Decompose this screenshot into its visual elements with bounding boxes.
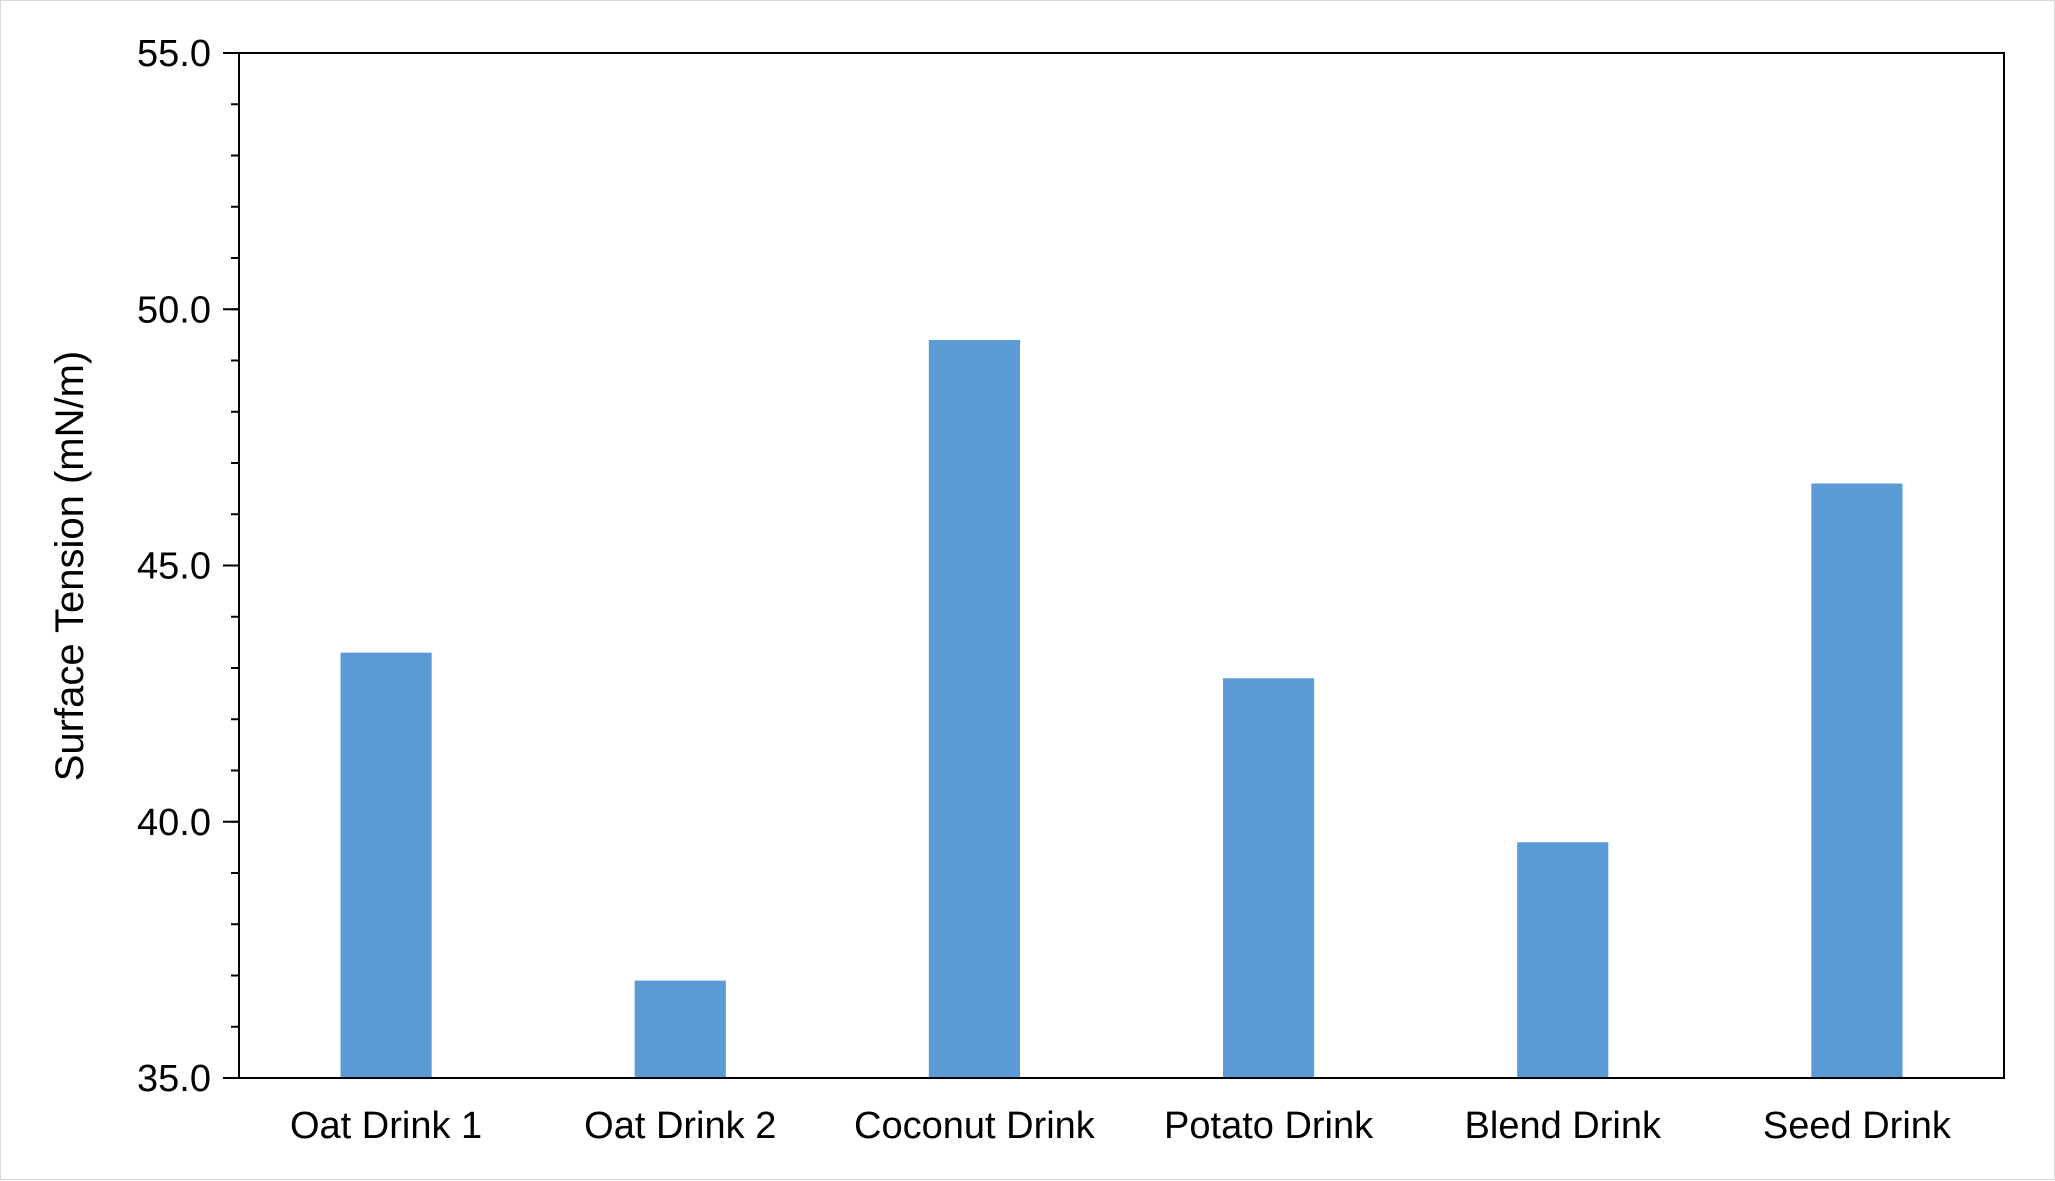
plot-area-border	[238, 52, 2005, 1079]
y-tick-label: 45.0	[137, 546, 211, 588]
bar-oat-drink-2	[634, 980, 726, 1078]
y-axis-title: Surface Tension (mN/m)	[48, 351, 92, 782]
bar-oat-drink-1	[340, 652, 432, 1078]
y-tick-label: 35.0	[137, 1058, 211, 1100]
x-tick-label: Coconut Drink	[854, 1105, 1096, 1147]
bar-potato-drink	[1222, 678, 1315, 1078]
y-tick-label: 50.0	[137, 289, 211, 331]
x-tick-label: Oat Drink 1	[290, 1105, 482, 1147]
axis-layer	[223, 52, 2005, 1079]
y-tick-label: 40.0	[137, 802, 211, 844]
y-tick-label: 55.0	[137, 33, 211, 75]
x-tick-label: Oat Drink 2	[584, 1105, 776, 1147]
x-tick-label: Seed Drink	[1763, 1105, 1952, 1147]
bars-layer	[340, 340, 1903, 1078]
bar-blend-drink	[1517, 842, 1609, 1078]
bar-coconut-drink	[928, 340, 1021, 1078]
labels-layer: Oat Drink 1 Oat Drink 2 Coconut Drink Potat…	[137, 33, 1952, 1147]
bar-seed-drink	[1811, 483, 1903, 1078]
x-tick-label: Blend Drink	[1465, 1105, 1662, 1147]
x-tick-label: Potato Drink	[1164, 1105, 1374, 1147]
